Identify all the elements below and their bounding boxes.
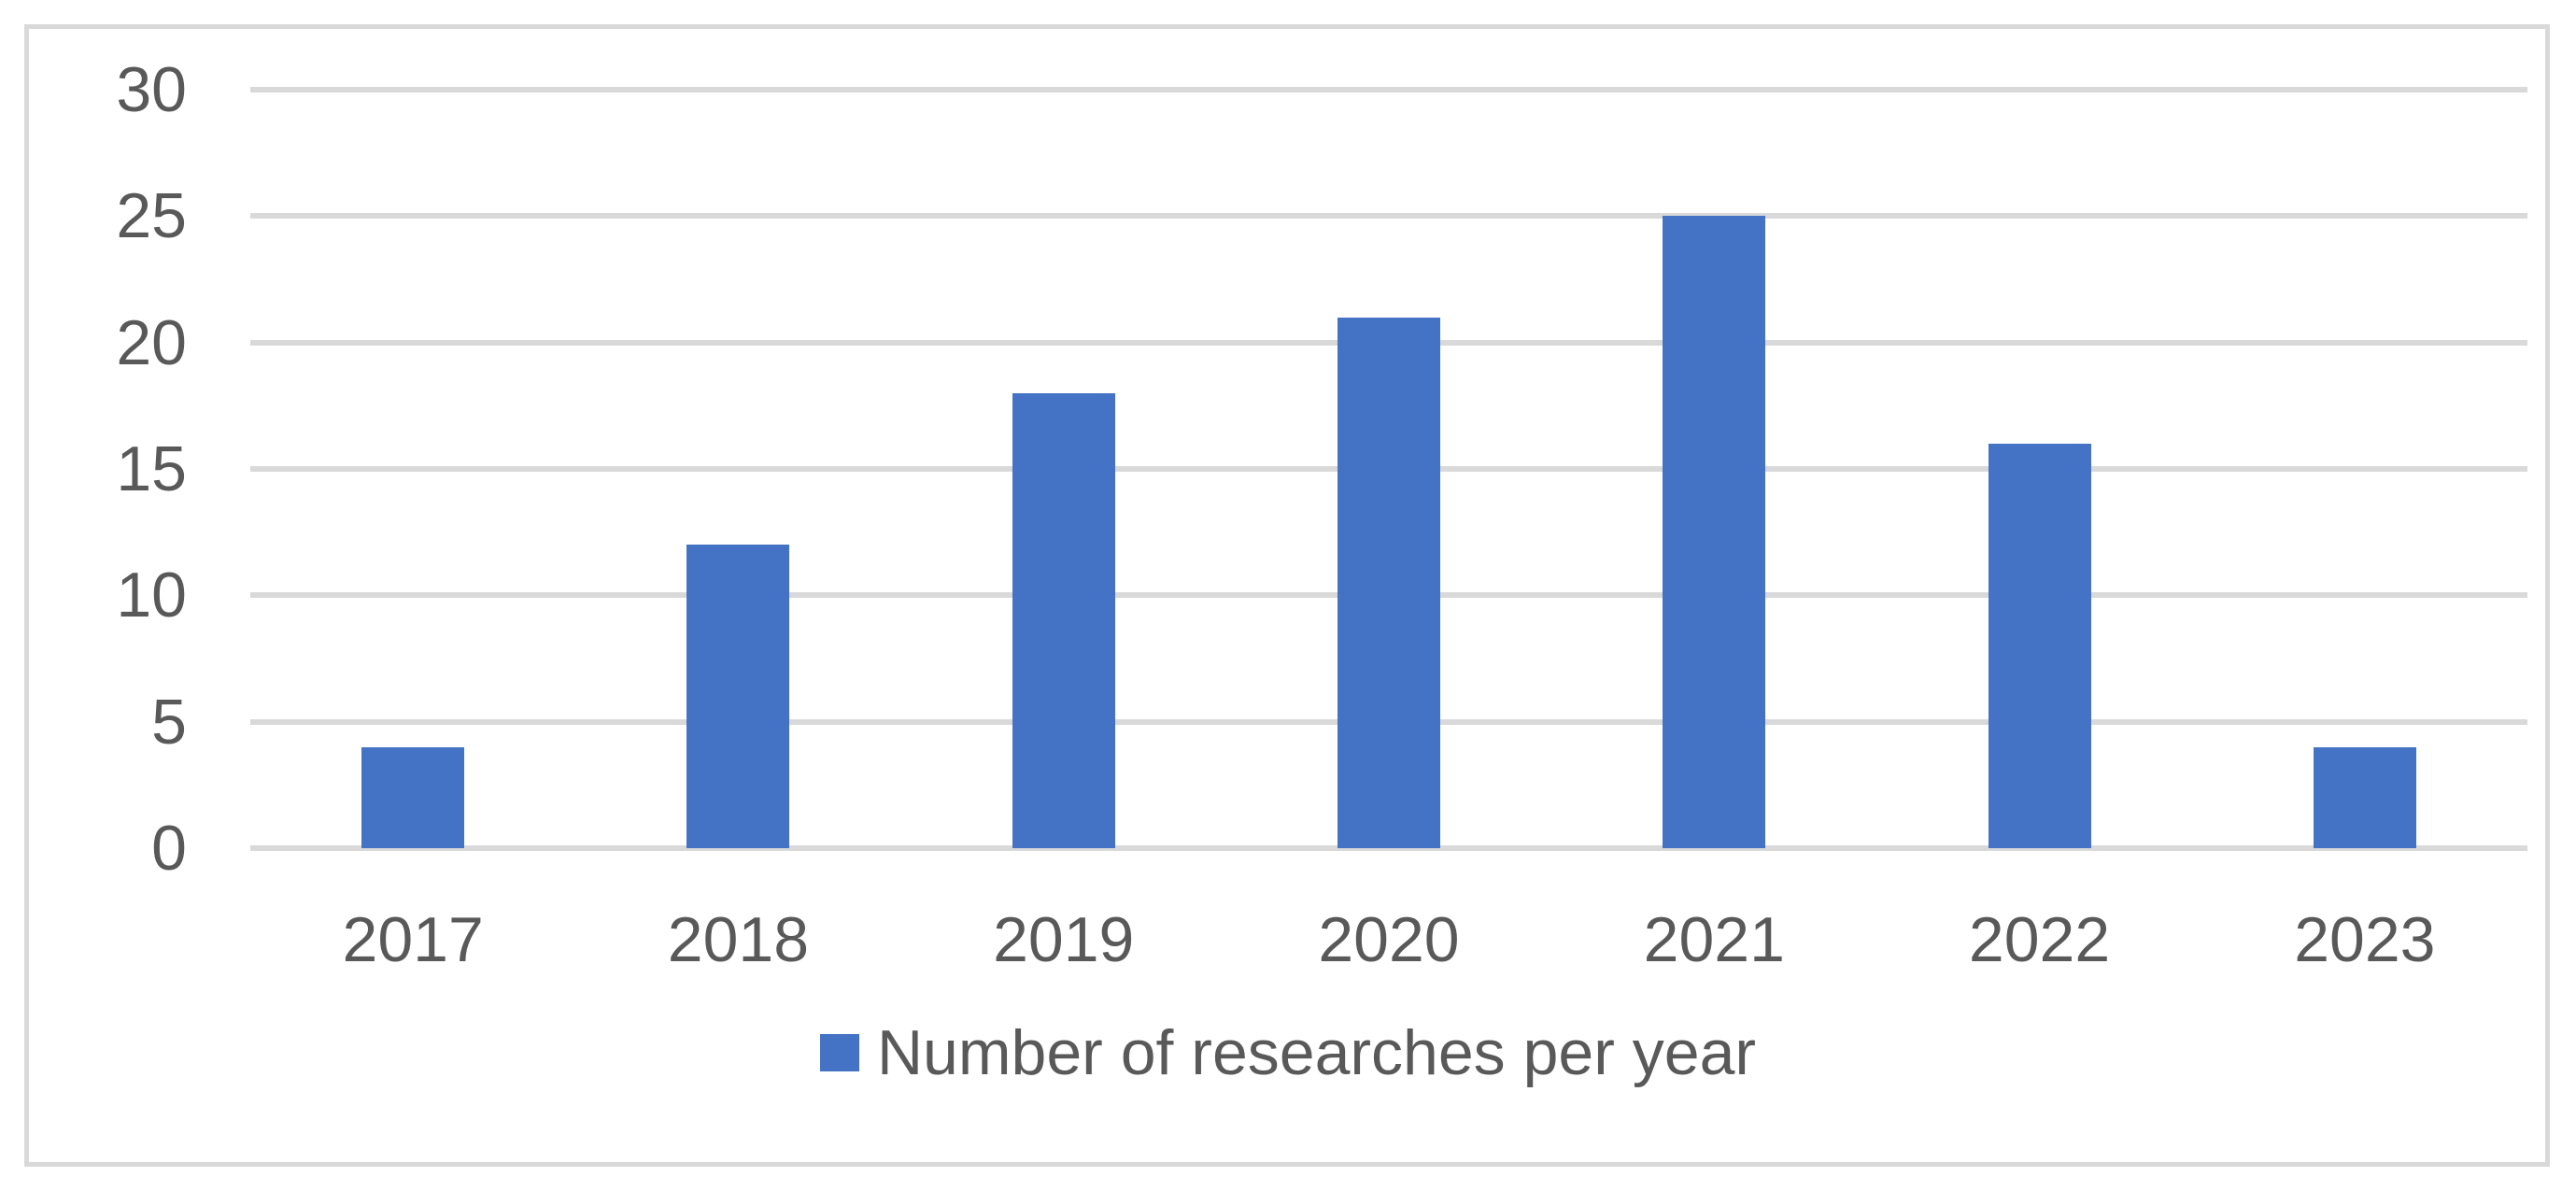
y-tick-label: 10 bbox=[116, 560, 187, 631]
y-tick-label: 20 bbox=[116, 306, 187, 378]
gridline bbox=[250, 213, 2527, 220]
x-tick-label: 2023 bbox=[2294, 904, 2436, 975]
bar-2020 bbox=[1338, 317, 1440, 848]
x-tick-label: 2020 bbox=[1318, 904, 1460, 975]
bar-2021 bbox=[1663, 216, 1766, 848]
bar-2017 bbox=[361, 746, 465, 848]
bar-2018 bbox=[686, 545, 790, 848]
x-tick-label: 2022 bbox=[1968, 904, 2111, 975]
x-tick-label: 2019 bbox=[993, 904, 1135, 975]
y-tick-label: 30 bbox=[116, 54, 187, 125]
bar-2022 bbox=[1988, 443, 2091, 848]
bar-2023 bbox=[2313, 746, 2416, 848]
x-tick-label: 2018 bbox=[667, 904, 810, 975]
x-tick-label: 2017 bbox=[342, 904, 484, 975]
x-tick-label: 2021 bbox=[1643, 904, 1785, 975]
legend-marker-icon bbox=[819, 1034, 859, 1071]
gridline bbox=[250, 87, 2527, 92]
y-tick-label: 15 bbox=[116, 433, 187, 504]
bar-2019 bbox=[1012, 392, 1115, 848]
y-tick-label: 0 bbox=[151, 813, 187, 884]
y-tick-label: 5 bbox=[151, 686, 187, 758]
y-tick-label: 25 bbox=[116, 180, 187, 252]
gridline bbox=[250, 845, 2527, 851]
legend: Number of researches per year bbox=[0, 1020, 2576, 1085]
legend-label: Number of researches per year bbox=[876, 1017, 1757, 1088]
